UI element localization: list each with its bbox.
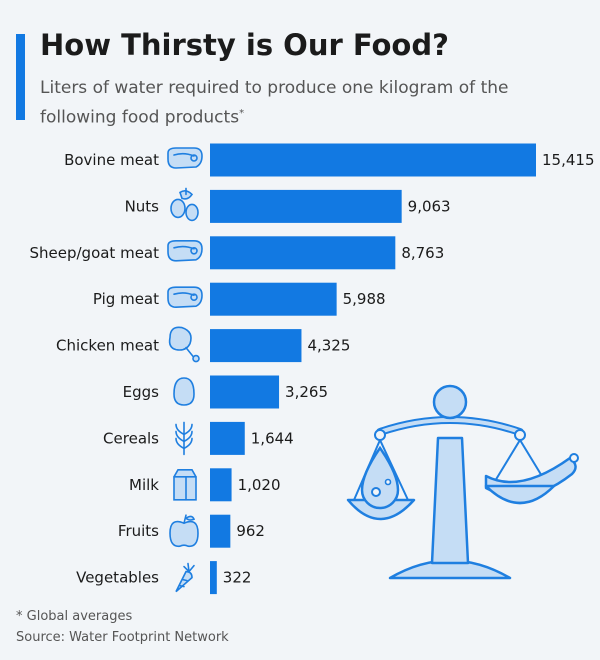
value-label: 1,020 — [238, 476, 281, 494]
value-label: 15,415 — [542, 151, 595, 169]
bar — [210, 375, 280, 409]
value-label: 4,325 — [307, 337, 350, 355]
category-label: Pig meat — [93, 290, 159, 308]
bar — [210, 236, 396, 270]
category-label: Sheep/goat meat — [29, 244, 159, 262]
category-label: Chicken meat — [56, 337, 159, 355]
subtitle-text: Liters of water required to produce one … — [40, 78, 509, 128]
chart-subtitle: Liters of water required to produce one … — [40, 76, 540, 131]
subtitle-footnote-mark: * — [239, 108, 245, 119]
category-label: Milk — [129, 476, 159, 494]
value-label: 1,644 — [251, 429, 294, 447]
steak-icon — [167, 147, 203, 169]
category-label: Vegetables — [76, 569, 159, 587]
apple-icon — [169, 514, 199, 548]
steak-icon — [167, 286, 203, 309]
bar — [210, 282, 337, 316]
drumstick-icon — [168, 326, 200, 363]
value-label: 8,763 — [401, 244, 444, 262]
value-label: 322 — [223, 569, 252, 587]
egg-icon — [173, 377, 195, 406]
value-label: 9,063 — [408, 197, 451, 215]
value-label: 5,988 — [343, 290, 386, 308]
category-label: Cereals — [103, 429, 159, 447]
bar — [210, 189, 402, 223]
footnote-note: * Global averages — [16, 609, 133, 624]
value-label: 3,265 — [285, 383, 328, 401]
bar-chart: Bovine meat 15,415 Nuts 9,063 Sheep/goat mea… — [29, 143, 595, 595]
category-label: Nuts — [125, 197, 160, 215]
nuts-icon — [170, 187, 199, 222]
category-label: Bovine meat — [64, 151, 159, 169]
scale-icon — [346, 384, 579, 580]
bar — [210, 143, 536, 177]
bar — [210, 468, 232, 502]
balance-scale-illustration — [346, 384, 579, 580]
bar — [210, 514, 231, 548]
footnote: * Global averages Source: Water Footprin… — [16, 606, 229, 648]
milk-carton-icon — [173, 468, 197, 501]
title-accent-bar — [16, 34, 25, 120]
carrot-icon — [175, 562, 195, 593]
category-label: Fruits — [118, 522, 159, 540]
footnote-source: Source: Water Footprint Network — [16, 630, 229, 645]
bar — [210, 329, 302, 363]
chart-title: How Thirsty is Our Food? — [40, 28, 449, 62]
bar — [210, 561, 217, 595]
bar — [210, 421, 245, 455]
wheat-icon — [175, 421, 193, 456]
category-label: Eggs — [123, 383, 160, 401]
value-label: 962 — [236, 522, 265, 540]
steak-icon — [167, 240, 203, 262]
